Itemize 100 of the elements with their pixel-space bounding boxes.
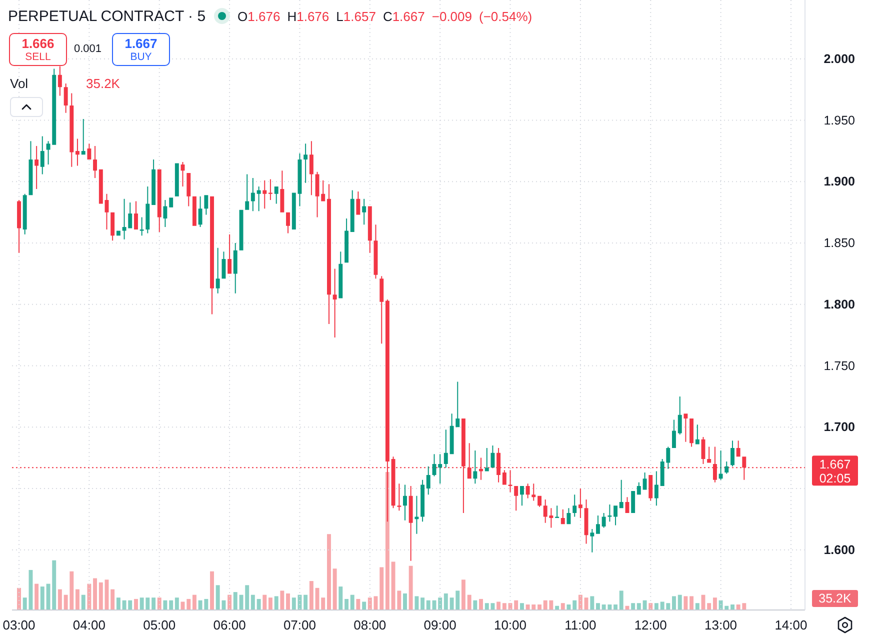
x-tick-label: 06:00 (213, 618, 246, 632)
x-tick-label: 14:00 (774, 618, 808, 632)
y-tick-label: 1.850 (824, 236, 856, 250)
x-tick-label: 03:00 (2, 618, 36, 632)
bar (467, 594, 472, 610)
bar (636, 603, 641, 610)
bar (408, 566, 413, 610)
bar (186, 598, 191, 610)
x-tick-label: 04:00 (72, 618, 106, 632)
bar (93, 578, 97, 610)
y-tick-label: 1.750 (824, 358, 856, 373)
candlestick (532, 484, 536, 501)
bar (426, 600, 430, 610)
annotation: 1.667 (124, 36, 158, 50)
bar (438, 598, 442, 610)
x-tick-label: 11:00 (564, 618, 596, 632)
bar (730, 604, 734, 610)
annotation: BUY (130, 50, 152, 64)
candlestick (484, 448, 489, 472)
bar (174, 598, 179, 610)
bar (572, 600, 577, 610)
bar (538, 604, 542, 610)
bar (479, 598, 483, 610)
bar (502, 603, 506, 610)
bar (17, 588, 21, 610)
bar (444, 593, 448, 610)
candlestick (262, 180, 267, 209)
x-tick-label: 12:00 (634, 618, 667, 632)
buy-button[interactable]: 1.667 BUY (112, 33, 170, 66)
bar (356, 598, 360, 610)
annotation: 0.001 (74, 43, 102, 56)
bar (110, 589, 115, 610)
bar (163, 600, 168, 610)
candlestick (555, 506, 560, 518)
sell-button[interactable]: 1.666 SELL (9, 33, 67, 66)
bar (274, 596, 278, 610)
text: PERPETUAL CONTRACT · 5 (8, 8, 206, 24)
candlestick (508, 470, 512, 492)
bar (566, 604, 571, 610)
candlestick (256, 186, 261, 212)
candlestick (578, 488, 582, 518)
bar (245, 585, 250, 610)
annotation: Vol (10, 76, 28, 92)
bar (380, 567, 384, 610)
candlestick (34, 146, 39, 190)
candlestick (75, 138, 80, 166)
bar (654, 603, 658, 610)
bar (157, 598, 162, 610)
candlestick (608, 504, 612, 522)
bar (256, 598, 261, 610)
bar (560, 603, 565, 610)
bar (461, 580, 466, 610)
annotation: SELL (25, 50, 51, 64)
bar (250, 594, 255, 610)
bar (228, 594, 232, 610)
bar (631, 603, 636, 610)
bar (614, 604, 618, 610)
bar (116, 598, 120, 610)
bar (344, 598, 349, 610)
bar (420, 598, 425, 610)
bar (695, 603, 700, 610)
bar (75, 589, 80, 610)
bar (520, 603, 524, 610)
y-tick-label: 1.800 (824, 297, 856, 312)
bar (304, 594, 308, 610)
bar (169, 600, 174, 610)
y-tick-label: 1.950 (824, 113, 856, 128)
ref-line-label: 1.667 (819, 458, 851, 472)
bar (578, 594, 582, 610)
x-tick-label: 09:00 (424, 618, 456, 632)
bar (286, 593, 290, 610)
bar (210, 571, 214, 610)
bar (34, 584, 39, 610)
bar (473, 600, 478, 610)
x-tick-label: 13:00 (704, 618, 738, 632)
bar (362, 602, 366, 610)
candlestick (362, 198, 366, 225)
annotation: 35.2K (86, 76, 120, 92)
bar (22, 598, 27, 610)
annotation: O1.676 H1.676 L1.657 C1.667 −0.009 (−0.54%) (238, 8, 532, 24)
bar (280, 590, 284, 610)
bar (58, 589, 62, 610)
bar (690, 596, 694, 610)
candlestick (140, 217, 144, 236)
candlestick (438, 454, 442, 484)
candlestick (81, 119, 86, 155)
bar (262, 594, 267, 610)
bar (596, 603, 600, 610)
bar (327, 534, 331, 610)
bar (619, 590, 624, 610)
x-tick-label: 10:00 (494, 618, 527, 632)
bar (81, 594, 86, 610)
y-tick-label: 1.900 (824, 174, 856, 189)
bar (414, 596, 419, 610)
bar (712, 598, 717, 610)
bar (87, 584, 92, 610)
candlestick (216, 248, 220, 294)
text: 35.2K (818, 592, 852, 606)
x-tick-label: 05:00 (143, 618, 176, 632)
candlestick (590, 528, 594, 552)
